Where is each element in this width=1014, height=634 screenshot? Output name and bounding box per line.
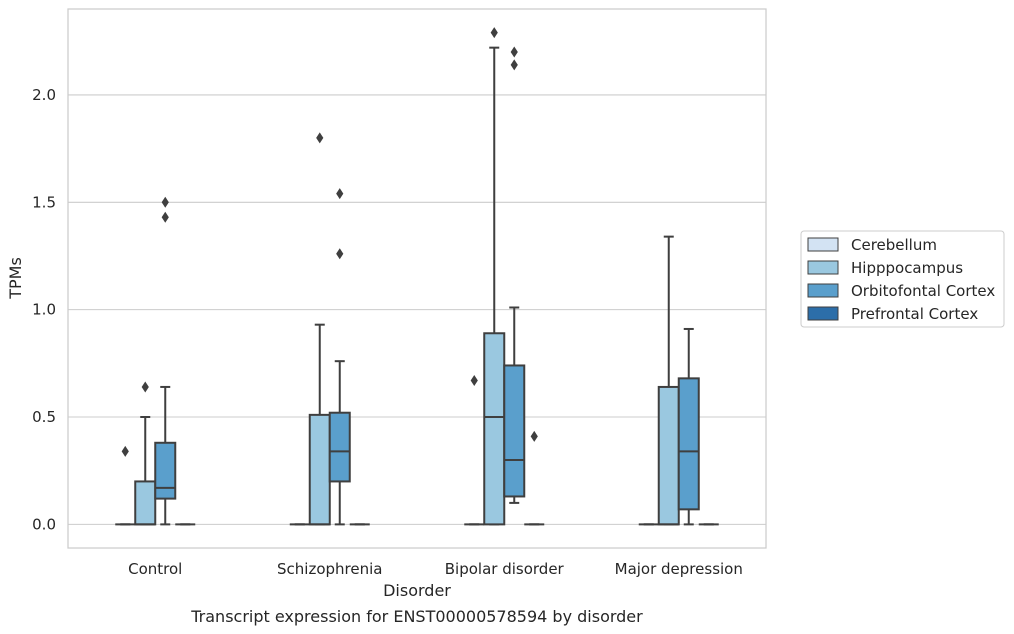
y-tick-labels: 0.0 0.5 1.0 1.5 2.0 [32, 86, 56, 533]
y-axis-label: TPMs [6, 257, 25, 300]
box-hipppocampus [308, 132, 331, 526]
outlier-point [316, 132, 324, 144]
outlier-point [490, 27, 498, 39]
x-axis-label: Disorder [383, 581, 451, 600]
y-tick-label: 1.5 [32, 193, 56, 211]
box-cerebellum [115, 445, 136, 526]
box-orbitofontal-cortex [154, 196, 177, 526]
box-body [154, 441, 177, 500]
box-orbitofontal-cortex [503, 46, 526, 504]
box-cerebellum [464, 375, 485, 526]
outlier-point [141, 381, 149, 393]
legend-label-hippocampus: Hipppocampus [851, 259, 963, 277]
x-tick-label: Bipolar disorder [445, 560, 565, 578]
y-tick-label: 1.0 [32, 301, 56, 319]
legend-swatch-cerebellum [807, 237, 839, 252]
outlier-point [470, 375, 478, 387]
x-tick-label: Major depression [615, 560, 743, 578]
y-tick-label: 0.5 [32, 408, 56, 426]
y-tick-label: 0.0 [32, 515, 56, 533]
legend-label-prefrontal: Prefrontal Cortex [851, 305, 978, 323]
box-body [308, 413, 331, 526]
legend-label-cerebellum: Cerebellum [851, 236, 937, 254]
box-body [503, 364, 526, 498]
y-tick-label: 2.0 [32, 86, 56, 104]
legend: Cerebellum Hipppocampus Orbitofontal Cor… [800, 230, 1005, 328]
legend-swatch-prefrontal [807, 306, 839, 321]
legend-frame [800, 230, 1005, 328]
legend-label-orbitofrontal: Orbitofontal Cortex [851, 282, 995, 300]
outlier-point [530, 430, 538, 442]
box-orbitofontal-cortex [328, 188, 351, 526]
chart-caption: Transcript expression for ENST0000057859… [190, 607, 643, 626]
x-tick-label: Control [128, 560, 182, 578]
box-body [677, 377, 700, 511]
outlier-point [121, 445, 129, 457]
plot-frame [67, 8, 767, 549]
box-prefrontal-cortex [524, 430, 545, 526]
box-body [657, 385, 680, 526]
box-body [134, 480, 157, 526]
box-body [328, 411, 351, 483]
legend-swatch-hippocampus [807, 260, 839, 275]
x-tick-label: Schizophrenia [277, 560, 382, 578]
outlier-point [510, 59, 518, 71]
box-body [483, 332, 506, 526]
box-orbitofontal-cortex [677, 327, 700, 526]
box-hipppocampus [134, 381, 157, 526]
legend-swatch-orbitofrontal [807, 283, 839, 298]
x-tick-labels: Control Schizophrenia Bipolar disorder Majo… [128, 560, 743, 578]
outlier-point [161, 196, 169, 208]
outlier-point [336, 188, 344, 200]
box-series [115, 27, 719, 526]
outlier-point [510, 46, 518, 58]
outlier-point [161, 211, 169, 223]
outlier-point [336, 248, 344, 260]
